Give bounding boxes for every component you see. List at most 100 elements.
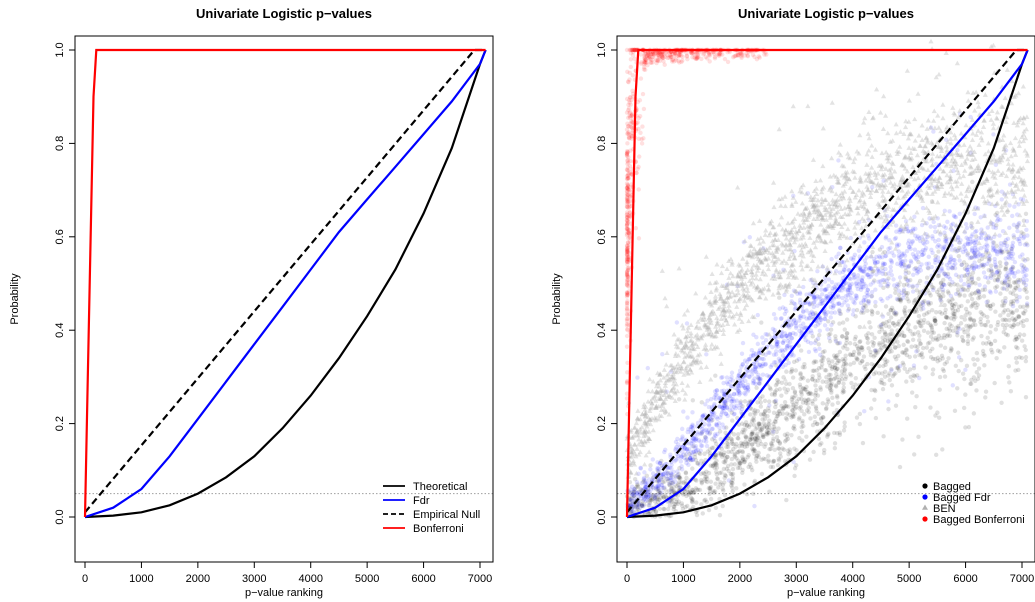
scatter-point [972,291,978,296]
scatter-point [731,446,736,452]
scatter-point [746,464,751,470]
scatter-point [871,341,877,346]
scatter-point [825,432,830,438]
scatter-point [729,472,734,477]
scatter-point [717,404,722,409]
scatter-point [755,435,760,440]
scatter-point [914,394,919,399]
scatter-point [981,117,987,123]
scatter-point [962,281,967,287]
scatter-point [766,405,771,411]
scatter-point [915,175,921,181]
scatter-point [808,390,813,396]
scatter-point [943,314,949,320]
scatter-point [656,478,662,484]
scatter-point [924,261,929,267]
scatter-point [707,280,713,286]
scatter-point [955,282,960,288]
scatter-point [729,410,735,415]
scatter-point [722,480,727,485]
scatter-point [750,446,755,452]
scatter-point [692,490,697,495]
scatter-point [943,272,948,277]
scatter-point [1002,308,1007,313]
scatter-point [820,298,825,303]
scatter-point [671,507,676,512]
scatter-point [970,322,976,328]
scatter-point [662,507,667,512]
scatter-point [736,449,741,455]
scatter-point [883,271,888,277]
scatter-point [762,413,768,418]
scatter-point [940,268,945,274]
scatter-point [959,303,964,309]
scatter-point [677,474,682,480]
scatter-point [776,458,782,463]
scatter-point [729,403,734,408]
scatter-point [941,224,947,229]
scatter-point [938,280,944,285]
scatter-point [815,421,820,427]
scatter-point [882,357,888,362]
scatter-point [1006,251,1012,257]
scatter-point [965,327,971,333]
scatter-point [959,284,964,289]
scatter-point [968,324,973,329]
scatter-point [801,276,807,282]
scatter-point [1010,213,1015,219]
scatter-point [897,296,902,302]
scatter-point [819,292,825,297]
scatter-point [672,502,677,507]
scatter-point [723,400,728,406]
scatter-point [861,310,866,315]
scatter-point [851,308,856,313]
scatter-point [984,303,990,308]
scatter-point [828,372,833,378]
scatter-point [1010,265,1016,270]
scatter-point [851,360,857,366]
scatter-point [656,497,661,502]
scatter-point [844,341,849,346]
scatter-point [860,358,865,364]
scatter-point [677,475,682,481]
scatter-point [1015,322,1021,327]
scatter-point [826,360,832,365]
scatter-point [950,265,956,271]
scatter-point [775,462,781,468]
scatter-point [919,303,924,309]
scatter-point [1006,313,1011,318]
scatter-point [667,483,672,488]
scatter-point [684,321,690,326]
scatter-point [708,496,714,502]
scatter-point [985,335,990,341]
scatter-point [976,276,981,281]
scatter-point [898,297,903,303]
scatter-point [837,340,843,346]
scatter-point [806,391,811,396]
scatter-point [953,363,959,368]
scatter-point [758,412,764,417]
scatter-point [873,388,878,394]
scatter-point [707,485,713,491]
scatter-point [896,292,902,298]
scatter-point [713,481,718,486]
scatter-point [819,358,824,364]
scatter-point [774,342,779,347]
scatter-point [819,417,824,422]
scatter-point [798,376,803,382]
scatter-point [750,417,756,422]
scatter-point [973,229,978,235]
scatter-point [1021,318,1026,324]
scatter-point [883,304,889,309]
scatter-point [644,473,650,478]
scatter-point [640,503,645,509]
scatter-point [665,476,670,482]
scatter-point [940,102,946,107]
scatter-point [854,307,860,313]
scatter-point [967,317,973,322]
scatter-point [821,415,826,420]
scatter-point [857,324,862,330]
scatter-point [819,415,824,421]
scatter-point [827,377,832,382]
scatter-point [778,316,784,322]
